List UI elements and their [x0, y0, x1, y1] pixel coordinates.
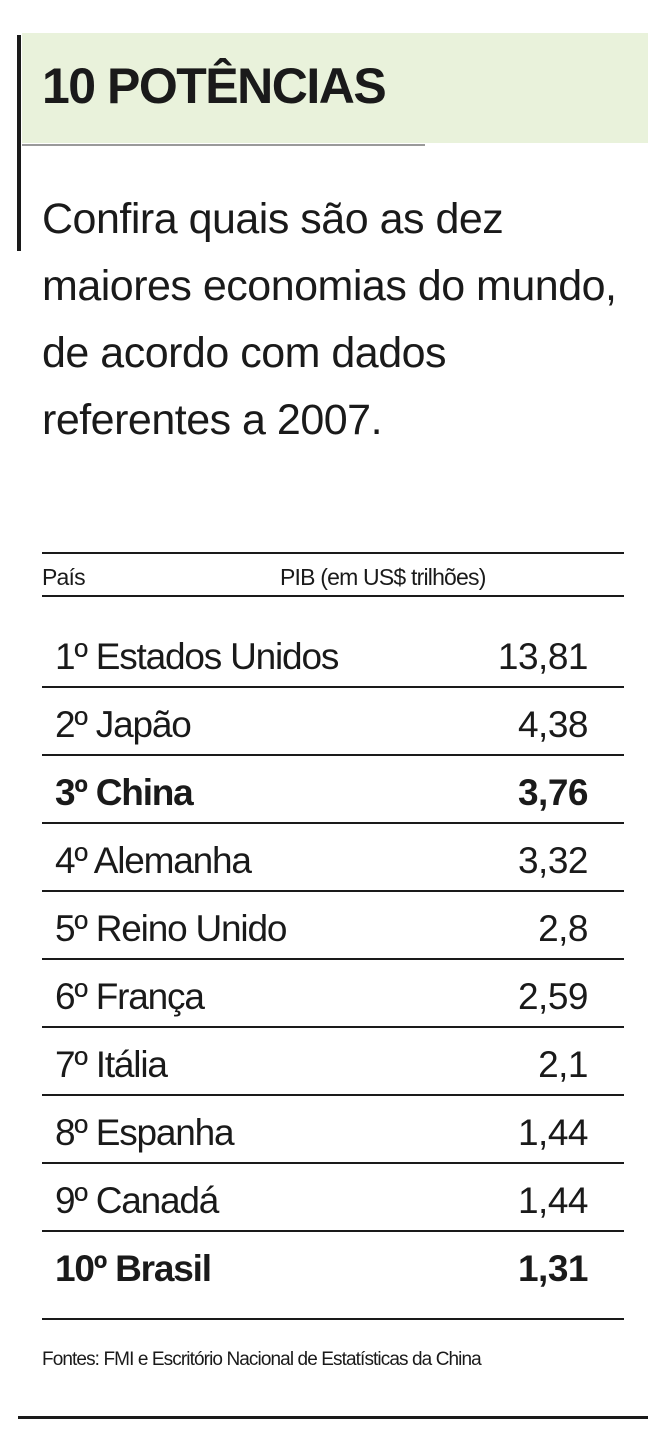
gdp-value: 2,8 — [538, 908, 588, 949]
row-rule — [42, 822, 624, 824]
table-row: 1º Estados Unidos 13,81 — [42, 620, 624, 688]
gdp-value: 3,76 — [517, 772, 589, 813]
gdp-value: 1,44 — [517, 1180, 589, 1221]
row-rule — [42, 754, 624, 756]
table-row: 4º Alemanha 3,32 — [42, 824, 624, 892]
header-band — [22, 33, 648, 143]
table-row: 2º Japão 4,38 — [42, 688, 624, 756]
table-row: 3º China 3,76 — [42, 756, 624, 824]
country: 7º Itália — [55, 1044, 168, 1085]
intro: Confira quais são as dez maiores economi… — [42, 195, 617, 444]
row-rule — [42, 1162, 624, 1164]
row-rule — [42, 890, 624, 892]
table-row: 10º Brasil 1,31 — [42, 1232, 624, 1320]
row-rule — [42, 686, 624, 688]
country: 9º Canadá — [55, 1180, 219, 1221]
country: 4º Alemanha — [55, 840, 252, 881]
row-rule — [42, 958, 624, 960]
row-rule — [42, 1094, 624, 1096]
source: Fontes: FMI e Escritório Nacional de Est… — [42, 1349, 482, 1370]
country: 2º Japão — [55, 704, 192, 745]
accent-bar — [17, 35, 21, 251]
country: 3º China — [55, 772, 194, 813]
header-rule — [42, 595, 624, 597]
country: 8º Espanha — [55, 1112, 235, 1153]
table-row: 7º Itália 2,1 — [42, 1028, 624, 1096]
gdp-value: 13,81 — [497, 636, 589, 677]
country: 6º França — [55, 976, 205, 1017]
gdp-value: 2,1 — [538, 1044, 588, 1085]
row-rule — [42, 1230, 624, 1232]
country: 1º Estados Unidos — [55, 636, 339, 677]
column-header: PIB (em US$ trilhões) — [280, 564, 486, 590]
title: 10 POTÊNCIAS — [42, 58, 387, 114]
table-row: 9º Canadá 1,44 — [42, 1164, 624, 1232]
table-row: 6º França 2,59 — [42, 960, 624, 1028]
country: 5º Reino Unido — [55, 908, 287, 949]
table-row: 8º Espanha 1,44 — [42, 1096, 624, 1164]
column-header: País — [42, 564, 86, 590]
gdp-value: 2,59 — [517, 976, 589, 1017]
country: 10º Brasil — [55, 1248, 212, 1289]
gdp-value: 1,44 — [517, 1112, 589, 1153]
row-rule — [42, 1318, 624, 1320]
gdp-value: 4,38 — [517, 704, 589, 745]
gdp-value: 3,32 — [517, 840, 589, 881]
row-rule — [42, 1026, 624, 1028]
gdp-value: 1,31 — [517, 1248, 589, 1289]
table-top-rule — [42, 552, 624, 554]
table-row: 5º Reino Unido 2,8 — [42, 892, 624, 960]
footer-rule — [18, 1416, 648, 1419]
header-rule — [22, 144, 425, 146]
